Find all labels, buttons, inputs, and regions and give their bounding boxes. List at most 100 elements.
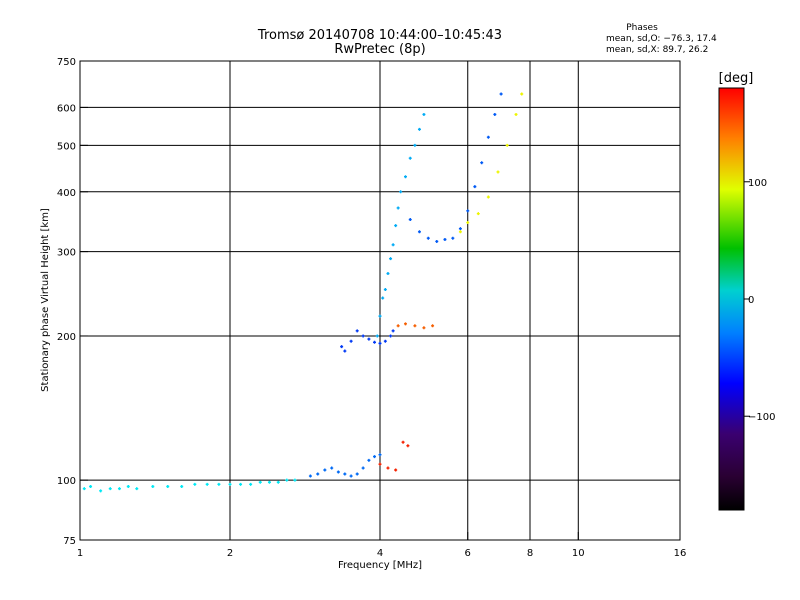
data-point bbox=[205, 482, 209, 486]
data-point bbox=[249, 482, 253, 486]
data-point bbox=[466, 221, 470, 225]
data-point bbox=[383, 288, 387, 292]
data-point bbox=[361, 334, 365, 338]
data-point bbox=[408, 156, 412, 160]
data-point bbox=[403, 322, 407, 326]
data-point bbox=[408, 218, 412, 222]
data-point bbox=[399, 190, 403, 194]
data-point bbox=[126, 484, 130, 488]
data-point bbox=[403, 175, 407, 179]
data-point bbox=[336, 470, 340, 474]
data-point bbox=[239, 482, 243, 486]
data-point bbox=[373, 455, 377, 459]
data-point bbox=[417, 127, 421, 131]
x-axis-ticks: 1 2 4 6 8 10 16 bbox=[77, 532, 687, 559]
data-point bbox=[480, 161, 484, 165]
data-point bbox=[426, 236, 430, 240]
data-point bbox=[367, 458, 371, 462]
x-tick-label: 1 bbox=[77, 548, 83, 559]
data-point bbox=[308, 474, 312, 478]
data-point bbox=[361, 466, 365, 470]
data-point bbox=[381, 296, 385, 300]
data-point bbox=[486, 195, 490, 199]
y-tick-label: 750 bbox=[57, 57, 76, 68]
y-tick-label: 500 bbox=[57, 141, 76, 152]
data-point bbox=[378, 314, 382, 318]
data-point bbox=[496, 170, 500, 174]
colorbar-ticks: 100 0 −100 bbox=[744, 178, 775, 423]
data-point bbox=[520, 92, 524, 96]
data-point bbox=[435, 239, 439, 243]
y-tick-label: 75 bbox=[63, 536, 76, 547]
colorbar-label: [deg] bbox=[719, 71, 754, 86]
data-point bbox=[493, 112, 497, 116]
data-point bbox=[391, 243, 395, 247]
data-point bbox=[396, 206, 400, 210]
data-point bbox=[422, 112, 426, 116]
data-point bbox=[99, 489, 103, 493]
data-point bbox=[82, 487, 86, 491]
data-point bbox=[394, 224, 398, 228]
data-point bbox=[473, 185, 477, 189]
data-point bbox=[349, 474, 353, 478]
data-point bbox=[276, 480, 280, 484]
data-point bbox=[458, 227, 462, 231]
y-tick-label: 300 bbox=[57, 248, 76, 259]
data-point bbox=[323, 468, 327, 472]
data-point bbox=[330, 466, 334, 470]
data-point bbox=[180, 484, 184, 488]
data-point bbox=[458, 230, 462, 234]
x-tick-label: 8 bbox=[527, 548, 533, 559]
data-point bbox=[389, 257, 393, 261]
data-points bbox=[82, 92, 524, 493]
data-point bbox=[343, 472, 347, 476]
data-point bbox=[349, 339, 353, 343]
data-point bbox=[355, 329, 359, 333]
colorbar-tick-label: 100 bbox=[748, 178, 767, 189]
data-point bbox=[117, 487, 121, 491]
stats-line-o: mean, sd,O: −76.3, 17.4 bbox=[606, 34, 717, 44]
data-point bbox=[389, 334, 393, 338]
data-point bbox=[340, 345, 344, 349]
data-point bbox=[422, 326, 426, 330]
data-point bbox=[431, 324, 435, 328]
data-point bbox=[417, 230, 421, 234]
data-point bbox=[135, 487, 139, 491]
data-point bbox=[386, 272, 390, 276]
data-point bbox=[401, 440, 405, 444]
data-point bbox=[451, 236, 455, 240]
y-tick-label: 600 bbox=[57, 103, 76, 114]
data-point bbox=[355, 472, 359, 476]
x-tick-label: 6 bbox=[465, 548, 471, 559]
data-point bbox=[413, 143, 417, 147]
data-point bbox=[466, 209, 470, 213]
data-point bbox=[386, 466, 390, 470]
data-point bbox=[228, 482, 232, 486]
data-point bbox=[413, 324, 417, 328]
chart-subtitle: RwPretec (8p) bbox=[334, 42, 425, 57]
data-point bbox=[151, 484, 155, 488]
data-point bbox=[108, 487, 112, 491]
data-point bbox=[378, 453, 382, 457]
data-point bbox=[258, 480, 262, 484]
data-point bbox=[193, 482, 197, 486]
y-axis-label: Stationary phase Virtual Height [km] bbox=[40, 208, 51, 392]
colorbar-tick-label: 0 bbox=[748, 295, 754, 306]
y-tick-label: 200 bbox=[57, 332, 76, 343]
data-point bbox=[378, 341, 382, 345]
data-point bbox=[476, 212, 480, 216]
x-tick-label: 16 bbox=[674, 548, 687, 559]
y-tick-label: 400 bbox=[57, 188, 76, 199]
data-point bbox=[486, 135, 490, 139]
data-point bbox=[514, 112, 518, 116]
stats-heading: Phases bbox=[626, 23, 658, 33]
data-point bbox=[443, 237, 447, 241]
colorbar bbox=[718, 87, 745, 511]
data-point bbox=[316, 472, 320, 476]
data-point bbox=[505, 143, 509, 147]
colorbar-tick-label: −100 bbox=[748, 412, 775, 423]
data-point bbox=[367, 337, 371, 341]
x-axis-label: Frequency [MHz] bbox=[338, 560, 422, 571]
data-point bbox=[285, 478, 289, 482]
